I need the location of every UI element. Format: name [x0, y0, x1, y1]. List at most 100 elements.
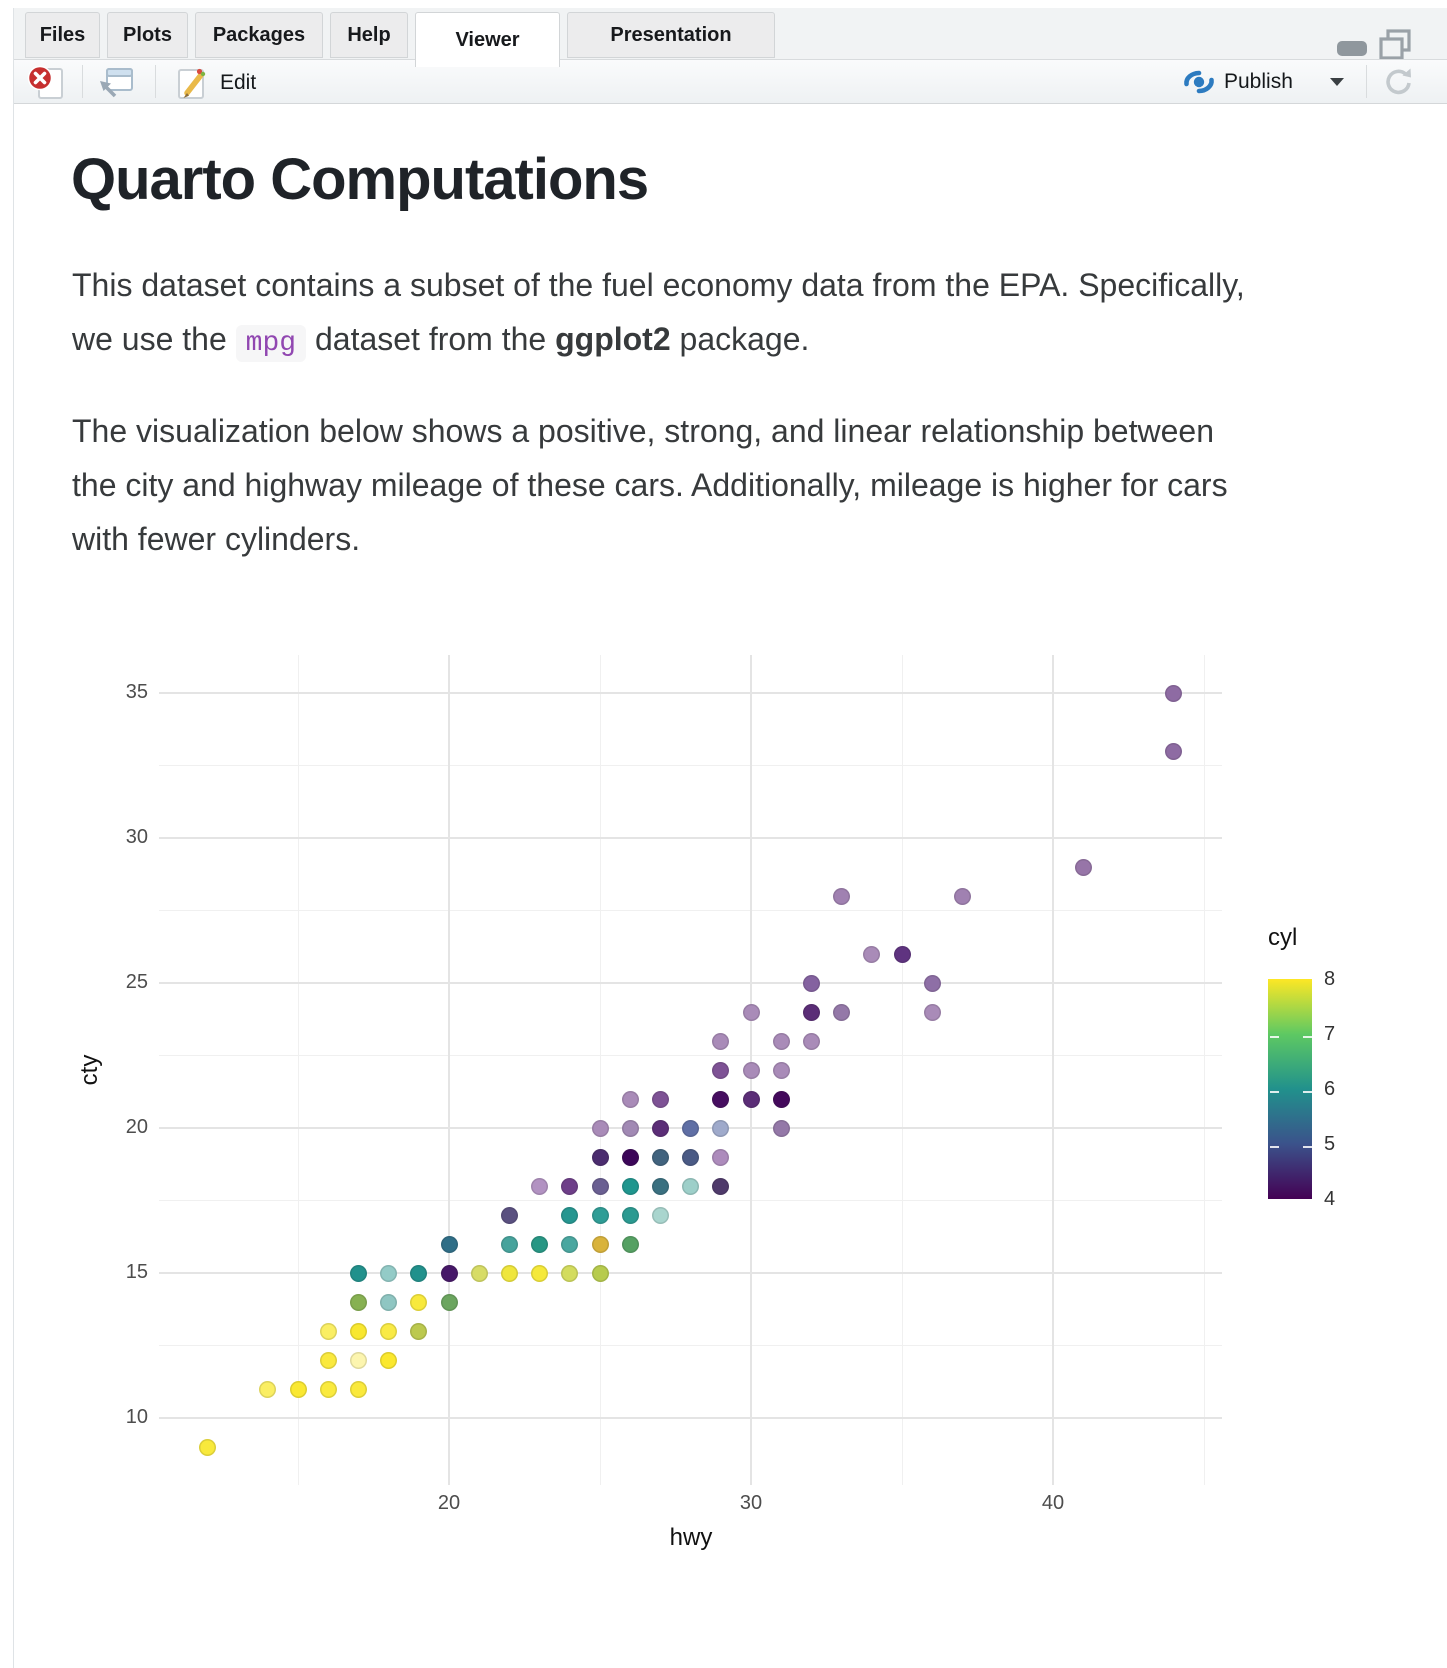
- publish-button[interactable]: Publish: [1182, 68, 1293, 96]
- data-point: [802, 1003, 820, 1021]
- legend-tick-mark: [1270, 1036, 1279, 1038]
- data-point: [833, 1003, 851, 1021]
- data-point: [772, 1090, 790, 1108]
- data-point: [651, 1148, 669, 1166]
- data-point: [953, 887, 971, 905]
- data-point: [531, 1235, 549, 1253]
- scatterplot-panel: [159, 655, 1222, 1485]
- tab-strip: Files Plots Packages Help Viewer Present…: [14, 8, 1447, 67]
- y-tick-label: 30: [125, 826, 148, 848]
- restore-window-icon[interactable]: [1378, 28, 1412, 62]
- data-point: [440, 1293, 458, 1311]
- data-point: [591, 1177, 609, 1195]
- paragraph-1: This dataset contains a subset of the fu…: [72, 258, 1262, 371]
- x-axis-title: hwy: [669, 1524, 713, 1551]
- y-tick-label: 35: [125, 681, 148, 703]
- data-point: [712, 1032, 730, 1050]
- data-point: [440, 1235, 458, 1253]
- x-tick-label: 40: [1041, 1492, 1065, 1514]
- inline-code-mpg: mpg: [235, 325, 307, 362]
- pane-border: [13, 8, 14, 1668]
- paragraph-2: The visualization below shows a positive…: [72, 413, 1228, 557]
- stop-icon: [27, 65, 63, 99]
- data-point: [349, 1293, 367, 1311]
- data-point: [500, 1235, 518, 1253]
- viewer-toolbar: Edit Publish: [14, 59, 1447, 104]
- data-point: [621, 1235, 639, 1253]
- refresh-button[interactable]: [1380, 63, 1418, 101]
- data-point: [923, 1003, 941, 1021]
- gridline: [901, 655, 903, 1485]
- publish-dropdown-caret[interactable]: [1330, 78, 1344, 86]
- data-point: [802, 1032, 820, 1050]
- gridline: [159, 1200, 1222, 1201]
- data-point: [742, 1090, 760, 1108]
- publish-label: Publish: [1224, 70, 1293, 93]
- data-point: [682, 1119, 700, 1137]
- legend-tick-mark: [1303, 1036, 1312, 1038]
- data-point: [651, 1119, 669, 1137]
- data-point: [772, 1032, 790, 1050]
- data-point: [772, 1119, 790, 1137]
- data-point: [561, 1177, 579, 1195]
- x-tick-label: 30: [739, 1492, 763, 1514]
- data-point: [712, 1061, 730, 1079]
- publish-icon: [1184, 70, 1214, 94]
- data-point: [289, 1380, 307, 1398]
- gridline: [448, 655, 450, 1485]
- edit-label: Edit: [220, 71, 257, 94]
- data-point: [259, 1380, 277, 1398]
- legend-tick-label: 4: [1324, 1188, 1336, 1210]
- y-tick-label: 25: [125, 971, 148, 993]
- data-point: [410, 1264, 428, 1282]
- gridline: [159, 910, 1222, 911]
- y-tick-label: 10: [125, 1406, 148, 1428]
- tab-presentation[interactable]: Presentation: [567, 12, 775, 58]
- data-point: [712, 1177, 730, 1195]
- gridline: [159, 1055, 1222, 1056]
- data-point: [621, 1119, 639, 1137]
- tab-packages[interactable]: Packages: [195, 12, 323, 58]
- gridline: [599, 655, 601, 1485]
- paragraph-text: dataset from the: [306, 321, 556, 357]
- data-point: [742, 1061, 760, 1079]
- data-point: [500, 1264, 518, 1282]
- data-point: [470, 1264, 488, 1282]
- legend-title: cyl: [1268, 924, 1298, 951]
- data-point: [1165, 742, 1183, 760]
- data-point: [380, 1351, 398, 1369]
- legend-tick-label: 7: [1324, 1023, 1336, 1045]
- legend-tick-label: 5: [1324, 1133, 1336, 1155]
- data-point: [561, 1235, 579, 1253]
- tab-plots[interactable]: Plots: [107, 12, 188, 58]
- data-point: [591, 1206, 609, 1224]
- tab-files[interactable]: Files: [25, 12, 100, 58]
- y-tick-label: 20: [125, 1116, 148, 1138]
- legend-tick-mark: [1270, 1091, 1279, 1093]
- open-in-new-window-button[interactable]: [96, 67, 134, 99]
- data-point: [833, 887, 851, 905]
- data-point: [923, 974, 941, 992]
- data-point: [349, 1351, 367, 1369]
- paragraph-text: This dataset contains a subset of the fu…: [72, 267, 1245, 357]
- gridline: [159, 982, 1222, 984]
- data-point: [349, 1380, 367, 1398]
- gridline: [159, 837, 1222, 839]
- minimize-icon[interactable]: [1337, 41, 1367, 56]
- data-point: [319, 1380, 337, 1398]
- data-point: [591, 1119, 609, 1137]
- data-point: [712, 1119, 730, 1137]
- tab-label: Help: [347, 23, 391, 46]
- data-point: [349, 1322, 367, 1340]
- data-point: [651, 1090, 669, 1108]
- data-point: [410, 1322, 428, 1340]
- gridline: [297, 655, 299, 1485]
- legend-colorbar: [1268, 979, 1312, 1199]
- tab-help[interactable]: Help: [330, 12, 408, 58]
- data-point: [682, 1177, 700, 1195]
- tab-viewer[interactable]: Viewer: [415, 12, 560, 67]
- stop-button[interactable]: [26, 64, 66, 102]
- data-point: [1074, 858, 1092, 876]
- edit-button[interactable]: Edit: [172, 64, 256, 102]
- data-point: [380, 1293, 398, 1311]
